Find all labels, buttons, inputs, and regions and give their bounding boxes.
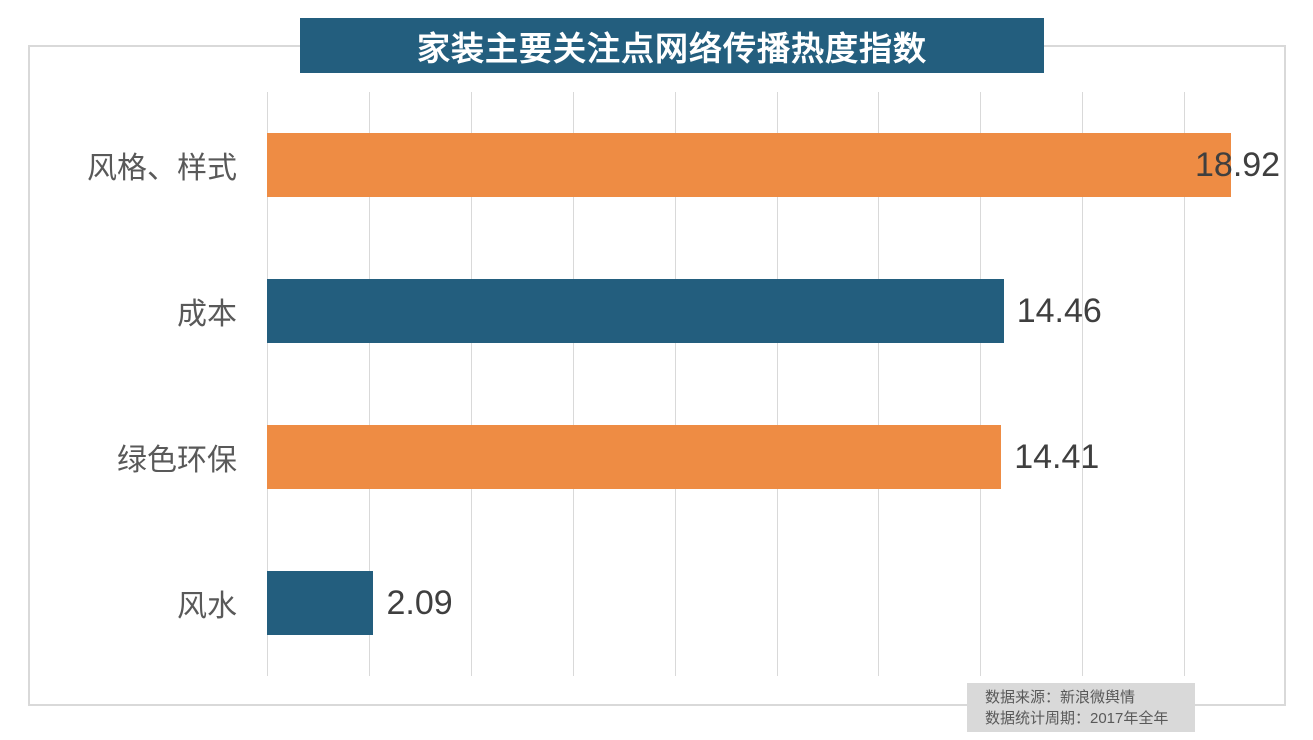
gridline — [572, 92, 574, 676]
gridline — [1184, 92, 1186, 676]
bar-1 — [267, 133, 1231, 197]
gridline — [878, 92, 880, 676]
gridline — [1082, 92, 1084, 676]
source-line-2: 数据统计周期：2017年全年 — [985, 710, 1169, 727]
gridline — [470, 92, 472, 676]
value-label: 18.92 — [1195, 145, 1281, 184]
bar-2 — [267, 279, 1004, 343]
gridline — [980, 92, 982, 676]
category-label: 风格、样式 — [87, 152, 237, 185]
value-label: 14.46 — [1016, 291, 1102, 330]
value-label: 2.09 — [386, 583, 453, 622]
source-box: 数据来源：新浪微舆情 数据统计周期：2017年全年 — [967, 683, 1195, 732]
chart-title: 家装主要关注点网络传播热度指数 — [300, 18, 1044, 73]
gridline — [674, 92, 676, 676]
category-label: 绿色环保 — [117, 444, 237, 477]
value-label: 14.41 — [1014, 437, 1100, 476]
gridline — [776, 92, 778, 676]
category-label: 成本 — [177, 298, 237, 331]
bar-3 — [267, 425, 1002, 489]
gridline — [267, 92, 268, 676]
bar-4 — [267, 571, 374, 635]
gridline — [368, 92, 370, 676]
source-line-1: 数据来源：新浪微舆情 — [985, 689, 1136, 706]
category-label: 风水 — [177, 590, 237, 623]
